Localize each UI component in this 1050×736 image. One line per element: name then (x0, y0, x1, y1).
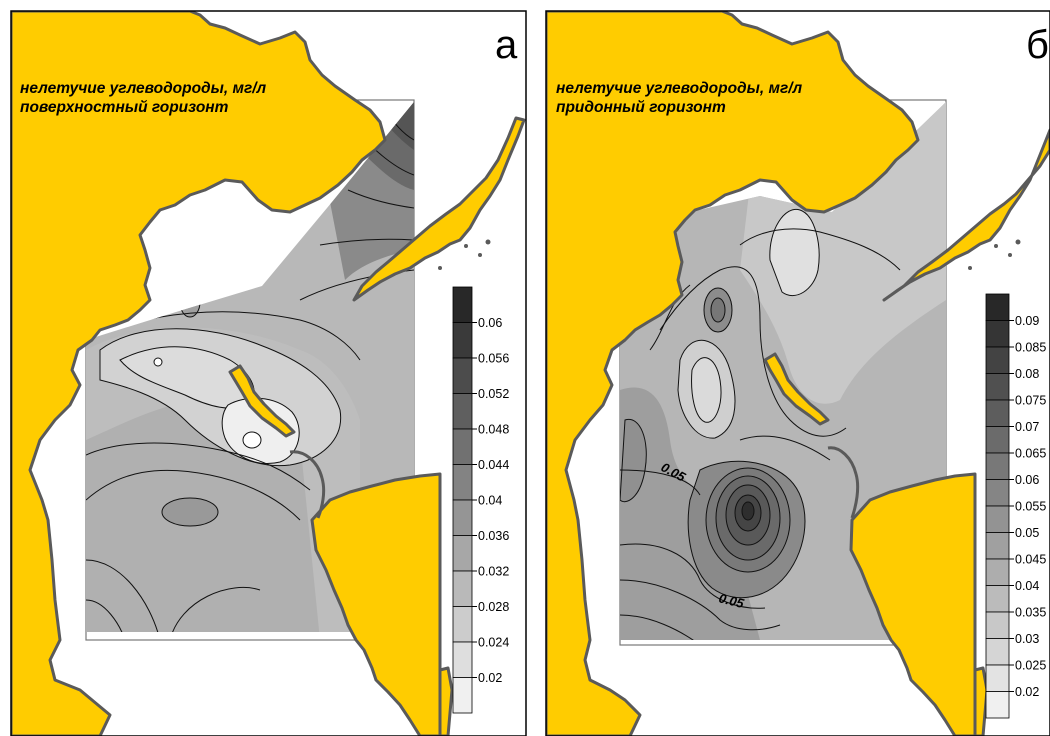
contour-line (319, 238, 414, 246)
coast-line (827, 446, 860, 519)
panel-a-frame (10, 10, 527, 736)
legend-a-tick-label: 0.028 (478, 600, 509, 614)
panel-b-title-line1: нелетучие углеводороды, мг/л (556, 80, 803, 97)
contour-line (659, 266, 847, 437)
legend-a-band (452, 641, 473, 678)
panel-a-map: 0.06 0.056 0.052 0.048 0.044 0.04 0.036 0.032 0.… (11, 11, 526, 736)
legend-b-tick-label: 0.04 (1015, 579, 1039, 593)
legend-b-band (985, 585, 1010, 613)
contour-line (739, 435, 831, 461)
legend-b-tick-label: 0.055 (1015, 500, 1046, 514)
legend-b-band (985, 346, 1010, 374)
legend-b-band (985, 293, 1010, 321)
legend-a-tick-label: 0.052 (478, 387, 509, 401)
legend-b-band (985, 426, 1010, 454)
coast-line (289, 450, 326, 519)
legend-b-tick-label: 0.03 (1015, 632, 1039, 646)
legend-a: 0.06 0.056 0.052 0.048 0.044 0.04 0.036 0.032 0.… (452, 286, 509, 714)
contour-band (769, 208, 820, 297)
contour-line (86, 469, 301, 521)
legend-a-band (452, 393, 473, 430)
contour-band (153, 357, 163, 367)
legend-b-tick-label: 0.065 (1015, 447, 1046, 461)
legend-a-tick-label: 0.024 (478, 636, 509, 650)
panel-a-title-line1: нелетучие углеводороды, мг/л (20, 80, 267, 97)
legend-b-tick-label: 0.035 (1015, 606, 1046, 620)
contour-line (347, 189, 414, 209)
legend-a-band (452, 606, 473, 643)
legend-a-band (452, 570, 473, 607)
contour-band (741, 501, 755, 521)
legend-b-tick-label: 0.025 (1015, 659, 1046, 673)
panel-a-letter: а (495, 23, 518, 67)
legend-a-band (452, 677, 473, 714)
legend-b-tick-label: 0.02 (1015, 685, 1039, 699)
land (546, 11, 1050, 736)
legend-a-tick-label: 0.032 (478, 565, 509, 579)
legend-b-tick-label: 0.08 (1015, 367, 1039, 381)
legend-b-band (985, 664, 1010, 692)
panel-b-map: 0.05 0.05 0.090.0850.080.0750.070.0650.0… (546, 11, 1050, 736)
contour-line (620, 469, 701, 496)
legend-b-band (985, 638, 1010, 666)
land (11, 11, 526, 736)
legend-b-band (985, 505, 1010, 533)
legend-b-band (985, 532, 1010, 560)
contour-band (620, 418, 647, 503)
contour-line (620, 579, 781, 631)
contour-line (86, 559, 161, 632)
legend-b-band (985, 373, 1010, 401)
legend-b-band (985, 611, 1010, 639)
panel-b-frame (545, 10, 1050, 736)
legend-b-tick-label: 0.045 (1015, 553, 1046, 567)
legend-b-band (985, 558, 1010, 586)
contour-line (739, 228, 901, 271)
legend-b-band (985, 320, 1010, 348)
contour-band (691, 357, 722, 423)
legend-b-tick-label: 0.075 (1015, 394, 1046, 408)
legend-b-band (985, 399, 1010, 427)
contour-band (242, 431, 262, 449)
panel-b-title-line2: придонный горизонт (556, 99, 726, 116)
legend-b-tick-label: 0.05 (1015, 526, 1039, 540)
island-dots (968, 239, 1021, 270)
contour-label-2: 0.05 (717, 590, 746, 611)
legend-b-band (985, 691, 1010, 719)
legend-a-band (452, 499, 473, 536)
panel-a-title-line2: поверхностный горизонт (20, 99, 229, 116)
legend-b-tick-label: 0.06 (1015, 473, 1039, 487)
contour-line (86, 599, 126, 632)
legend-b: 0.09 0.085 0.08 0.075 0.07 0.065 0.06 0.055 0.05… (985, 293, 1046, 719)
contour-line (620, 614, 701, 640)
legend-b-band (985, 452, 1010, 480)
legend-b-tick-label: 0.085 (1015, 341, 1046, 355)
island-dots (438, 239, 491, 270)
contour-line (620, 543, 766, 609)
legend-a-tick-label: 0.044 (478, 458, 509, 472)
legend-a-band (452, 428, 473, 465)
legend-a-band (452, 286, 473, 323)
legend-a-tick-label: 0.04 (478, 494, 502, 508)
legend-a-band (452, 535, 473, 572)
legend-a-band (452, 322, 473, 359)
legend-a-tick-label: 0.02 (478, 671, 502, 685)
legend-b-band (985, 479, 1010, 507)
legend-a-tick-label: 0.048 (478, 423, 509, 437)
contour-band (710, 297, 726, 323)
legend-a-tick-label: 0.036 (478, 529, 509, 543)
contour-band (161, 497, 219, 527)
contour-line (169, 586, 261, 632)
legend-a-band (452, 357, 473, 394)
legend-a-tick-label: 0.056 (478, 352, 509, 366)
contour-band (221, 397, 300, 464)
legend-b-tick-label: 0.07 (1015, 420, 1039, 434)
contour-line (86, 442, 311, 491)
panel-b-letter: б (1026, 23, 1049, 67)
legend-b-tick-label: 0.09 (1015, 314, 1039, 328)
legend-a-tick-label: 0.06 (478, 316, 502, 330)
contour-line (649, 284, 691, 351)
legend-a-band (452, 464, 473, 501)
